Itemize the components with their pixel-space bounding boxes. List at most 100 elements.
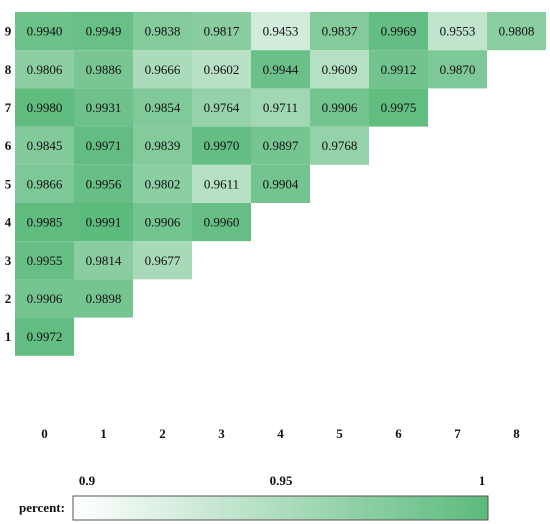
heatmap-cell-4-3 (192, 203, 251, 242)
heatmap-cell-2-0 (15, 279, 74, 318)
y-tick-1: 1 (5, 329, 12, 344)
cell-value-label-9-4: 0.9453 (263, 24, 299, 39)
heatmap-cell-6-5 (310, 126, 369, 165)
x-tick-4: 4 (277, 426, 284, 441)
legend-tick-2: 1 (479, 473, 486, 488)
heatmap-cell-7-4 (251, 88, 310, 127)
cell-value-label-3-2: 0.9677 (145, 253, 181, 268)
cell-value-label-4-0: 0.9985 (27, 215, 63, 230)
heatmap-cell-7-3 (192, 88, 251, 127)
heatmap-cell-6-4 (251, 126, 310, 165)
cell-value-label-8-1: 0.9886 (86, 62, 122, 77)
cell-value-label-9-2: 0.9838 (145, 24, 181, 39)
cell-value-label-5-3: 0.9611 (204, 176, 239, 191)
y-tick-5: 5 (5, 176, 12, 191)
cell-value-label-8-2: 0.9666 (145, 62, 181, 77)
heatmap-cell-4-0 (15, 203, 74, 242)
x-tick-2: 2 (159, 426, 166, 441)
y-tick-4: 4 (5, 215, 12, 230)
cell-value-label-6-1: 0.9971 (86, 138, 122, 153)
cell-value-label-4-2: 0.9906 (145, 215, 181, 230)
heatmap-cell-6-3 (192, 126, 251, 165)
cell-value-label-8-3: 0.9602 (204, 62, 240, 77)
y-tick-9: 9 (5, 24, 12, 39)
cell-value-label-9-7: 0.9553 (440, 24, 476, 39)
heatmap-cell-8-2 (133, 50, 192, 89)
cell-value-label-5-4: 0.9904 (263, 176, 299, 191)
x-tick-6: 6 (395, 426, 402, 441)
cell-value-label-7-1: 0.9931 (86, 100, 122, 115)
heatmap-cell-6-0 (15, 126, 74, 165)
heatmap-cell-3-2 (133, 241, 192, 280)
heatmap-cell-7-0 (15, 88, 74, 127)
heatmap-cell-2-1 (74, 279, 133, 318)
cell-value-label-6-4: 0.9897 (263, 138, 299, 153)
heatmap-cell-5-1 (74, 164, 133, 203)
cell-value-label-4-1: 0.9991 (86, 215, 122, 230)
heatmap-cell-4-1 (74, 203, 133, 242)
cell-value-label-3-0: 0.9955 (27, 253, 63, 268)
cell-value-label-8-0: 0.9806 (27, 62, 63, 77)
legend-tick-0: 0.9 (79, 473, 96, 488)
heatmap-cell-5-4 (251, 164, 310, 203)
heatmap-cell-3-1 (74, 241, 133, 280)
y-tick-8: 8 (5, 62, 12, 77)
cell-value-label-7-4: 0.9711 (263, 100, 298, 115)
heatmap-cell-1-0 (15, 317, 74, 356)
x-tick-7: 7 (454, 426, 461, 441)
heatmap-cell-9-7 (428, 12, 487, 51)
heatmap-cells: 0.9940 0.9949 0.9838 0.9817 0.9453 0.9837 0.99… (15, 12, 546, 356)
x-tick-8: 8 (513, 426, 520, 441)
heatmap-cell-6-2 (133, 126, 192, 165)
heatmap-cell-9-1 (74, 12, 133, 51)
legend-label: percent: (19, 500, 65, 515)
cell-value-label-1-0: 0.9972 (27, 329, 63, 344)
x-axis-ticks: 0 1 2 3 4 5 6 7 8 (41, 426, 520, 441)
heatmap-cell-8-5 (310, 50, 369, 89)
cell-value-label-7-2: 0.9854 (145, 100, 181, 115)
cell-value-label-6-2: 0.9839 (145, 138, 181, 153)
cell-value-label-9-0: 0.9940 (27, 24, 63, 39)
heatmap-cell-9-5 (310, 12, 369, 51)
heatmap-cell-8-3 (192, 50, 251, 89)
cell-value-label-9-3: 0.9817 (204, 24, 240, 39)
heatmap-cell-9-4 (251, 12, 310, 51)
cell-value-label-7-5: 0.9906 (322, 100, 358, 115)
heatmap-cell-5-2 (133, 164, 192, 203)
heatmap-cell-5-0 (15, 164, 74, 203)
cell-value-label-9-8: 0.9808 (499, 24, 535, 39)
heatmap-cell-8-4 (251, 50, 310, 89)
cell-value-label-9-6: 0.9969 (381, 24, 417, 39)
y-axis-ticks: 9 8 7 6 5 4 3 2 1 (5, 24, 12, 345)
legend-gradient-bar (72, 495, 489, 521)
cell-value-label-8-6: 0.9912 (381, 62, 417, 77)
heatmap-cell-8-1 (74, 50, 133, 89)
x-tick-3: 3 (218, 426, 225, 441)
x-tick-0: 0 (41, 426, 48, 441)
heatmap-cell-7-1 (74, 88, 133, 127)
cell-value-label-7-6: 0.9975 (381, 100, 417, 115)
heatmap-cell-8-0 (15, 50, 74, 89)
heatmap-cell-7-2 (133, 88, 192, 127)
cell-value-label-9-5: 0.9837 (322, 24, 358, 39)
cell-value-label-5-2: 0.9802 (145, 176, 181, 191)
cell-value-label-8-4: 0.9944 (263, 62, 299, 77)
heatmap-cell-4-2 (133, 203, 192, 242)
cell-value-label-3-1: 0.9814 (86, 253, 122, 268)
y-tick-3: 3 (5, 253, 12, 268)
legend-tick-1: 0.95 (270, 473, 293, 488)
heatmap-cell-6-1 (74, 126, 133, 165)
cell-value-label-4-3: 0.9960 (204, 215, 240, 230)
x-tick-5: 5 (336, 426, 343, 441)
heatmap-cell-5-3 (192, 164, 251, 203)
y-tick-6: 6 (5, 138, 12, 153)
heatmap-cell-7-6 (369, 88, 428, 127)
heatmap-cell-9-8 (487, 12, 546, 51)
cell-value-label-5-0: 0.9866 (27, 176, 63, 191)
cell-value-label-6-3: 0.9970 (204, 138, 240, 153)
heatmap-cell-9-2 (133, 12, 192, 51)
cell-value-label-6-0: 0.9845 (27, 138, 63, 153)
y-tick-7: 7 (5, 100, 12, 115)
heatmap-cell-3-0 (15, 241, 74, 280)
